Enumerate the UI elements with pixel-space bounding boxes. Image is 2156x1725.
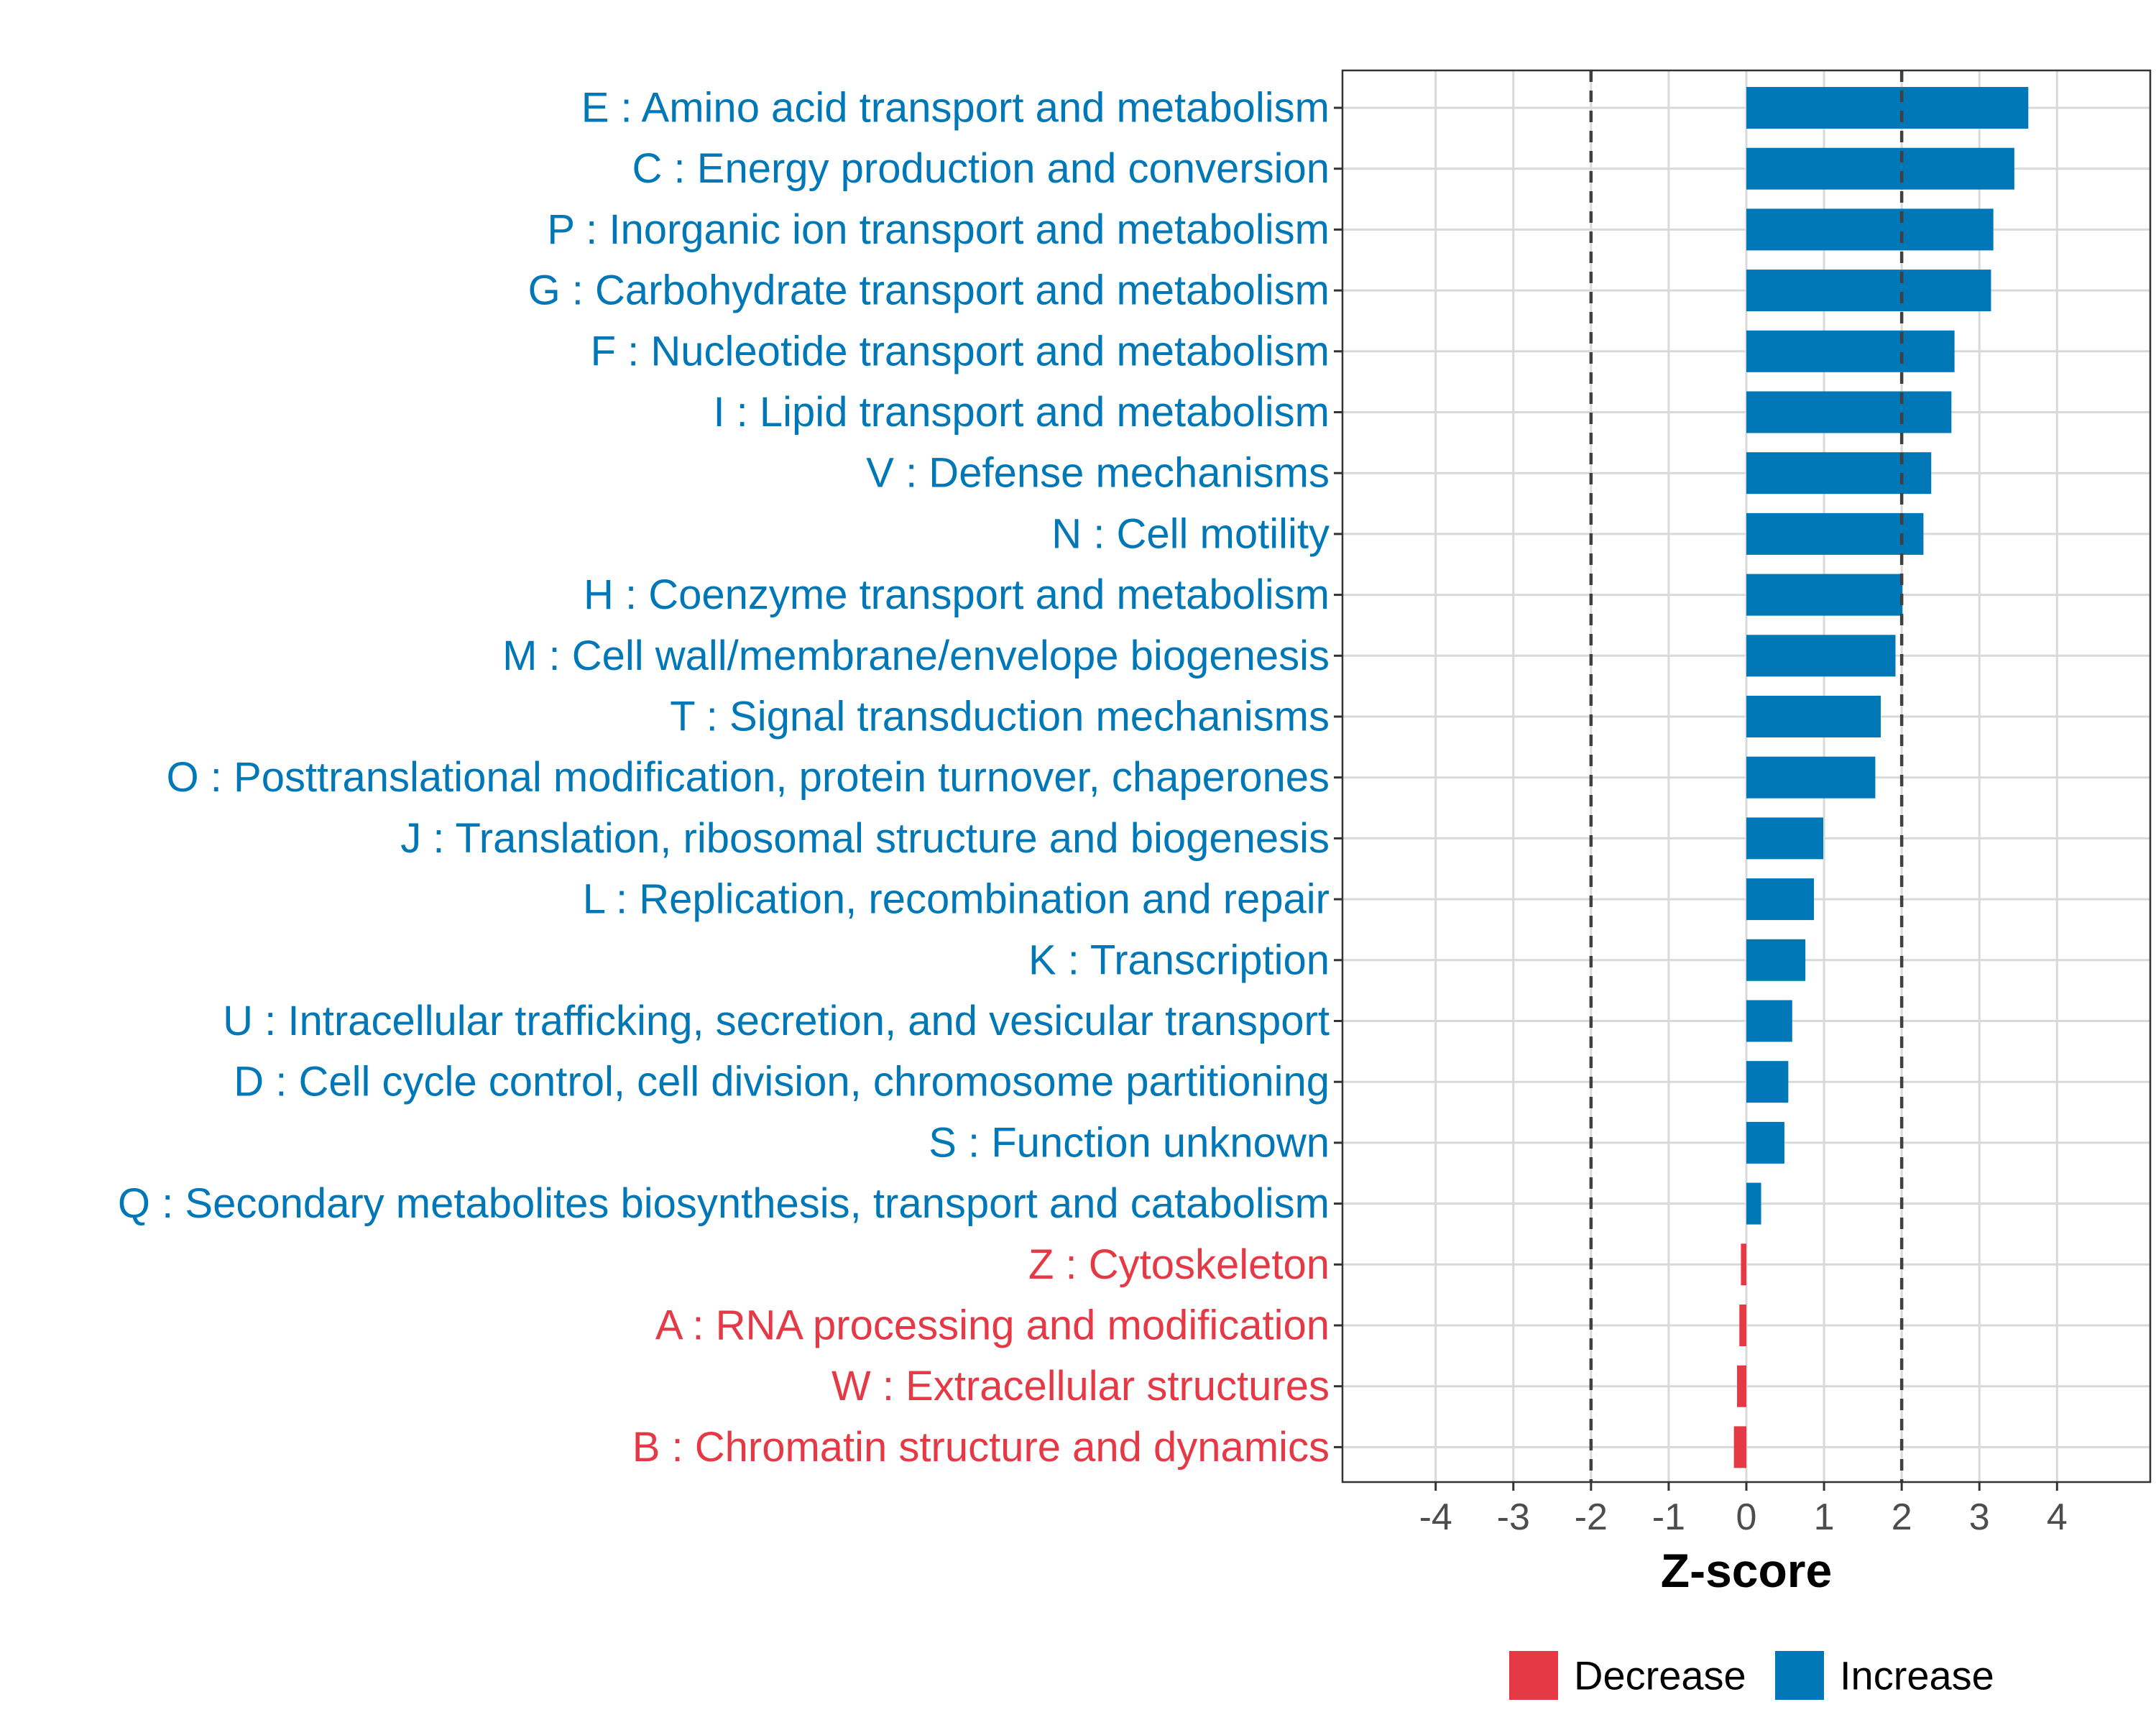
bar bbox=[1741, 1243, 1746, 1286]
category-label: G : Carbohydrate transport and metabolis… bbox=[528, 267, 1330, 314]
bar bbox=[1746, 1000, 1792, 1042]
category-label: O : Posttranslational modification, prot… bbox=[167, 754, 1330, 801]
category-label: K : Transcription bbox=[1028, 937, 1330, 983]
category-label: U : Intracellular trafficking, secretion… bbox=[223, 998, 1330, 1044]
x-tick-label: 0 bbox=[1736, 1496, 1757, 1538]
threshold-layer bbox=[1589, 70, 1904, 1482]
bar bbox=[1746, 635, 1896, 677]
x-tick-label: 4 bbox=[2047, 1496, 2068, 1538]
category-label: I : Lipid transport and metabolism bbox=[713, 389, 1330, 436]
bar bbox=[1746, 391, 1952, 433]
category-label: A : RNA processing and modification bbox=[655, 1302, 1330, 1349]
category-label: W : Extracellular structures bbox=[831, 1363, 1330, 1409]
bar bbox=[1746, 1121, 1784, 1164]
bar bbox=[1746, 1182, 1761, 1225]
legend-label-decrease: Decrease bbox=[1574, 1653, 1746, 1698]
category-label: E : Amino acid transport and metabolism bbox=[581, 85, 1330, 132]
category-label: S : Function unknown bbox=[929, 1119, 1330, 1166]
legend-label-increase: Increase bbox=[1840, 1653, 1994, 1698]
bar bbox=[1737, 1365, 1746, 1407]
x-tick-label: -4 bbox=[1419, 1496, 1452, 1538]
x-axis-title: Z-score bbox=[1661, 1544, 1832, 1597]
x-tick-label: -2 bbox=[1575, 1496, 1608, 1538]
bar bbox=[1739, 1305, 1746, 1346]
bar bbox=[1746, 270, 1991, 312]
y-axis: E : Amino acid transport and metabolism C… bbox=[118, 85, 1342, 1471]
bar bbox=[1746, 574, 1903, 616]
bar bbox=[1746, 87, 2029, 129]
bar bbox=[1746, 939, 1806, 981]
bar bbox=[1746, 452, 1932, 494]
x-tick-label: -1 bbox=[1652, 1496, 1685, 1538]
x-tick-label: 3 bbox=[1969, 1496, 1990, 1538]
category-label: B : Chromatin structure and dynamics bbox=[632, 1424, 1330, 1471]
bar bbox=[1733, 1426, 1746, 1468]
category-label: Q : Secondary metabolites biosynthesis, … bbox=[118, 1180, 1330, 1227]
legend-swatch-increase bbox=[1775, 1651, 1824, 1700]
category-label: V : Defense mechanisms bbox=[866, 450, 1330, 497]
category-label: L : Replication, recombination and repai… bbox=[583, 876, 1330, 923]
legend: Decrease Increase bbox=[1509, 1651, 1994, 1700]
x-tick-label: 2 bbox=[1892, 1496, 1912, 1538]
x-tick-label: -3 bbox=[1497, 1496, 1530, 1538]
category-label: Z : Cytoskeleton bbox=[1028, 1241, 1330, 1288]
bar bbox=[1746, 696, 1881, 737]
bars-layer bbox=[1733, 87, 2029, 1468]
bar bbox=[1746, 878, 1815, 921]
category-label: J : Translation, ribosomal structure and… bbox=[400, 815, 1330, 862]
bar bbox=[1746, 208, 1994, 251]
legend-swatch-decrease bbox=[1509, 1651, 1558, 1700]
bar bbox=[1746, 330, 1955, 372]
category-label: C : Energy production and conversion bbox=[632, 145, 1330, 192]
bar bbox=[1746, 512, 1924, 555]
category-label: D : Cell cycle control, cell division, c… bbox=[234, 1059, 1330, 1105]
bar bbox=[1746, 756, 1876, 799]
bar bbox=[1746, 1061, 1789, 1103]
bar bbox=[1746, 817, 1823, 860]
category-label: H : Coenzyme transport and metabolism bbox=[584, 571, 1330, 618]
category-label: P : Inorganic ion transport and metaboli… bbox=[547, 206, 1330, 253]
category-label: T : Signal transduction mechanisms bbox=[670, 694, 1330, 740]
x-axis: -4 -3 -2 -1 0 1 2 3 4 bbox=[1419, 1482, 2068, 1538]
category-label: F : Nucleotide transport and metabolism bbox=[591, 328, 1330, 374]
category-label: M : Cell wall/membrane/envelope biogenes… bbox=[502, 632, 1330, 679]
bar bbox=[1746, 147, 2014, 190]
category-label: N : Cell motility bbox=[1051, 510, 1330, 557]
x-tick-label: 1 bbox=[1814, 1496, 1835, 1538]
